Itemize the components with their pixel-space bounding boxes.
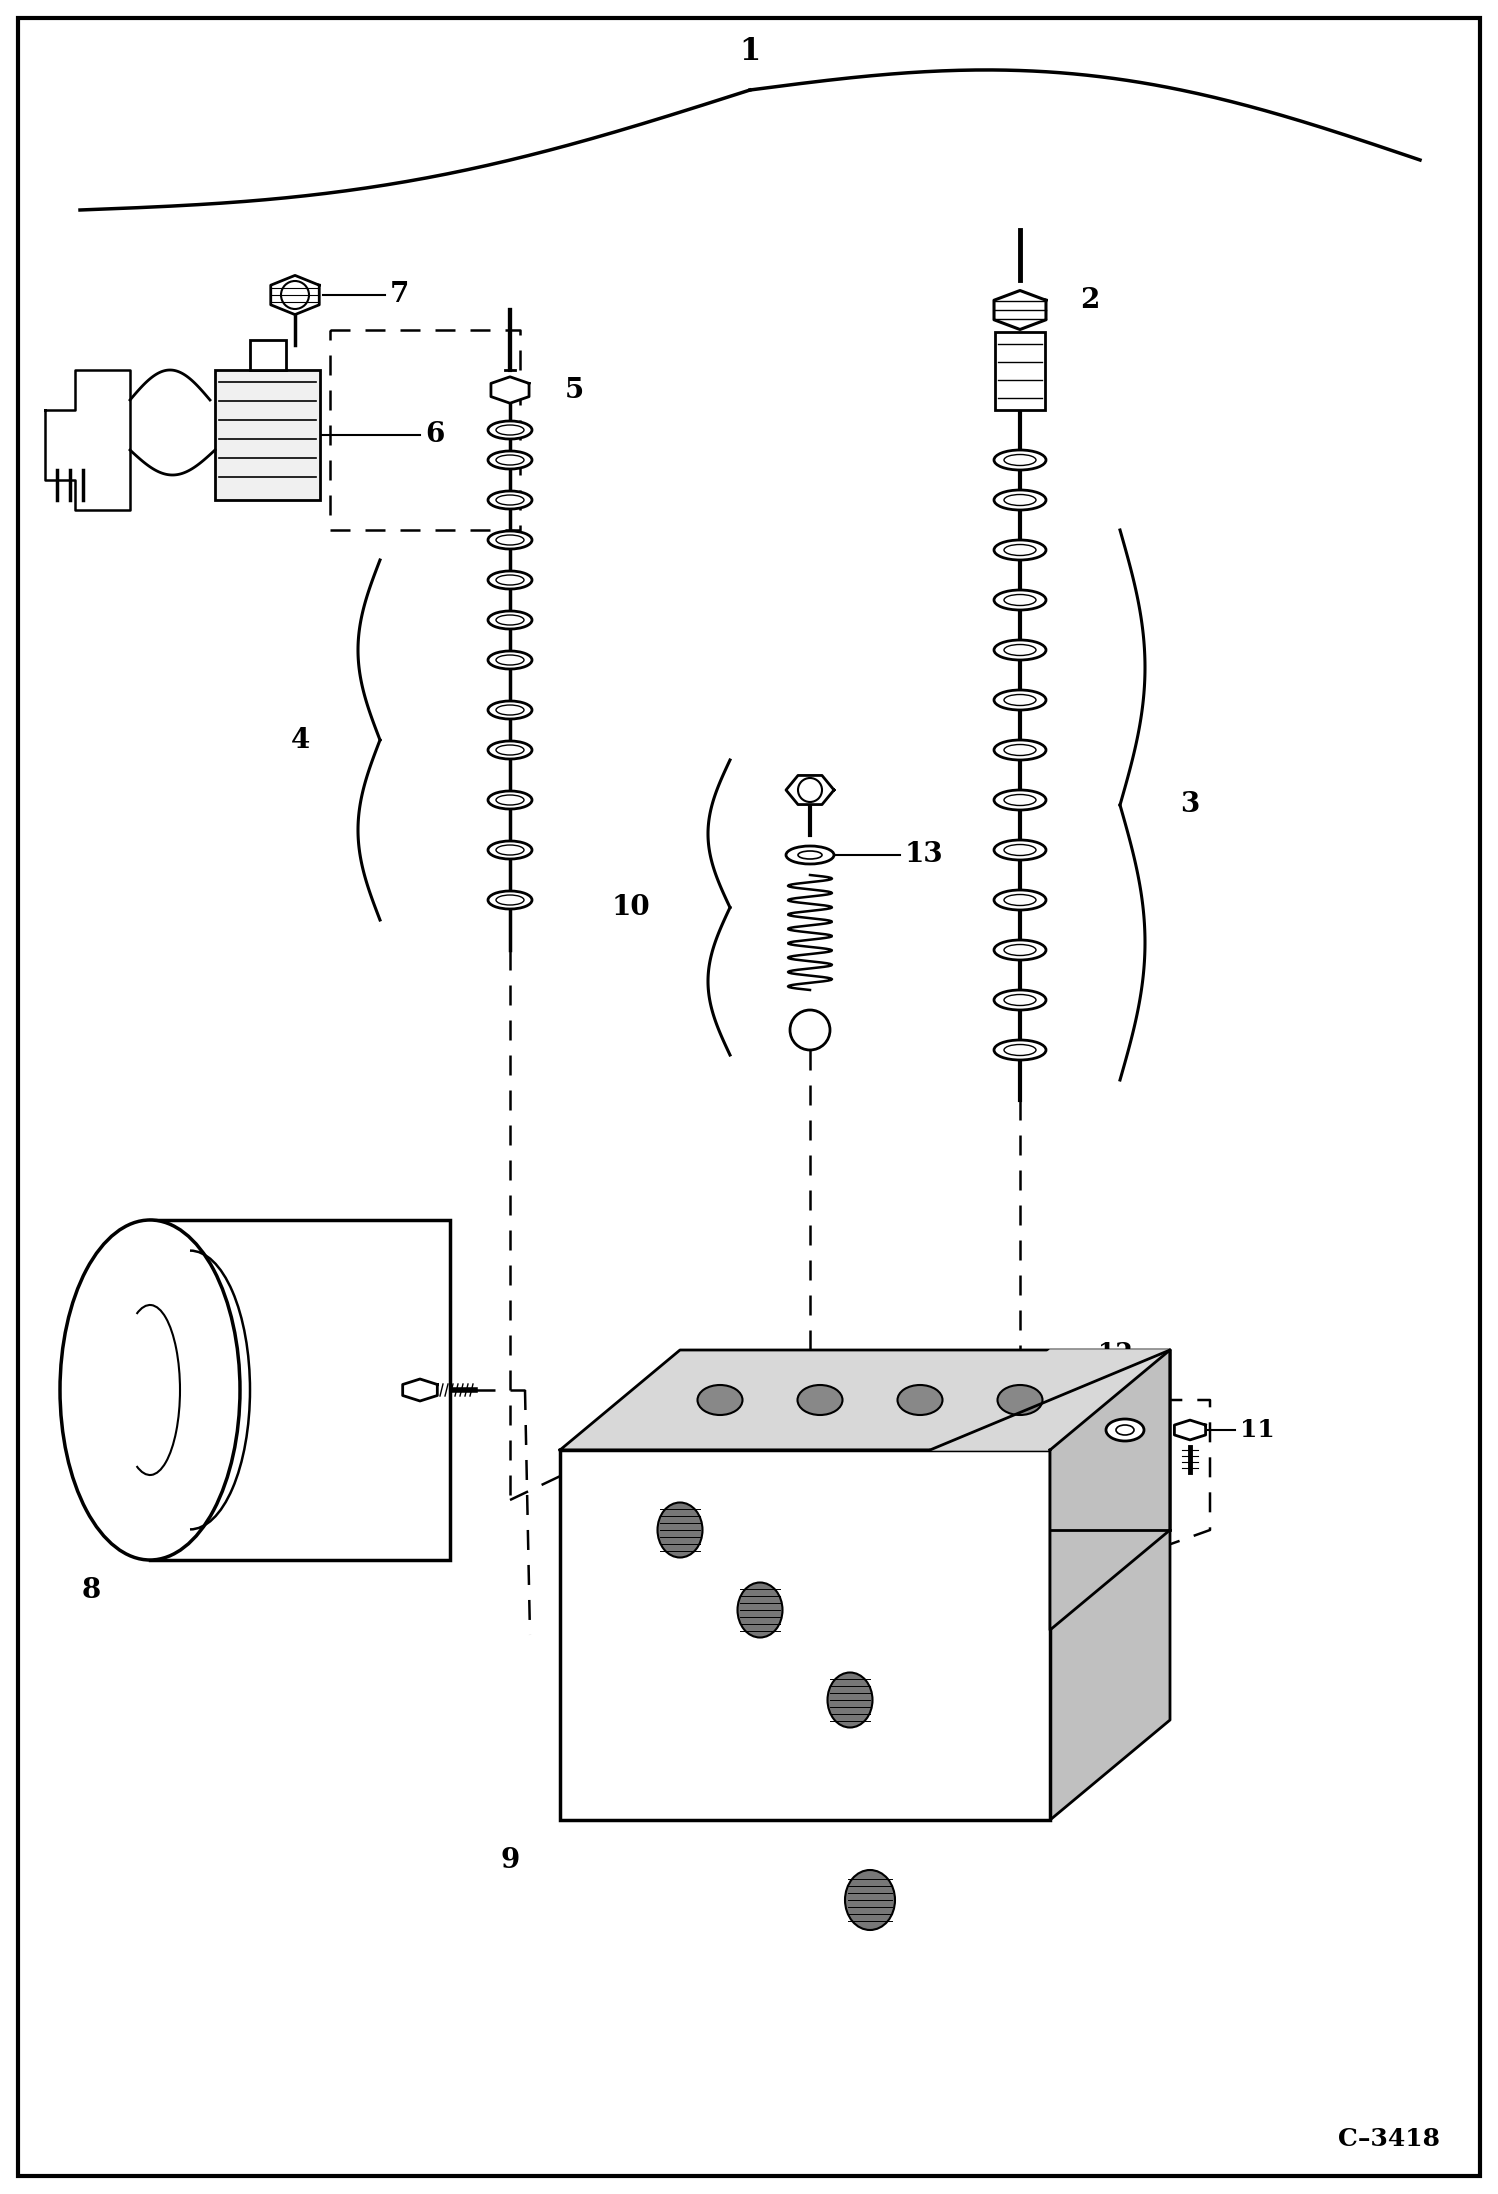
Text: 6: 6: [425, 421, 445, 448]
Ellipse shape: [995, 689, 1046, 711]
Ellipse shape: [488, 702, 532, 720]
Ellipse shape: [1106, 1420, 1144, 1441]
Ellipse shape: [488, 792, 532, 810]
Ellipse shape: [995, 939, 1046, 961]
Ellipse shape: [488, 891, 532, 908]
Bar: [560, 1450, 1050, 1821]
Ellipse shape: [488, 610, 532, 630]
Text: 8: 8: [82, 1577, 102, 1604]
Ellipse shape: [488, 652, 532, 669]
Text: 12: 12: [1098, 1341, 1132, 1365]
Circle shape: [789, 1009, 830, 1051]
Ellipse shape: [786, 847, 834, 864]
Text: 13: 13: [905, 842, 944, 869]
Text: C–3418: C–3418: [1338, 2126, 1440, 2150]
Bar: [995, 331, 1046, 410]
Ellipse shape: [995, 989, 1046, 1009]
Bar: [150, 1220, 449, 1560]
Ellipse shape: [995, 641, 1046, 660]
Text: 7: 7: [389, 281, 409, 309]
Text: 5: 5: [565, 377, 584, 404]
Ellipse shape: [698, 1384, 743, 1415]
Ellipse shape: [488, 531, 532, 548]
Ellipse shape: [995, 840, 1046, 860]
Ellipse shape: [995, 790, 1046, 810]
Ellipse shape: [488, 491, 532, 509]
Ellipse shape: [488, 452, 532, 470]
Ellipse shape: [488, 742, 532, 759]
Polygon shape: [491, 377, 529, 404]
Text: 9: 9: [500, 1847, 520, 1874]
Ellipse shape: [995, 590, 1046, 610]
Ellipse shape: [995, 489, 1046, 509]
Ellipse shape: [827, 1672, 872, 1727]
Text: 10: 10: [611, 893, 650, 921]
Ellipse shape: [60, 1220, 240, 1560]
Polygon shape: [403, 1380, 437, 1402]
Text: 4: 4: [291, 726, 310, 753]
Ellipse shape: [897, 1384, 942, 1415]
Ellipse shape: [845, 1869, 894, 1931]
Bar: [216, 371, 321, 500]
Ellipse shape: [488, 421, 532, 439]
Polygon shape: [271, 276, 319, 314]
Polygon shape: [1050, 1349, 1170, 1630]
Polygon shape: [786, 774, 834, 805]
Ellipse shape: [658, 1503, 703, 1558]
Ellipse shape: [995, 540, 1046, 559]
Polygon shape: [560, 1349, 1170, 1450]
Polygon shape: [930, 1349, 1170, 1450]
Text: 3: 3: [1180, 792, 1200, 818]
Polygon shape: [1050, 1349, 1170, 1821]
Ellipse shape: [488, 570, 532, 588]
Ellipse shape: [995, 739, 1046, 759]
Ellipse shape: [995, 450, 1046, 470]
Polygon shape: [1174, 1420, 1206, 1439]
Ellipse shape: [995, 891, 1046, 911]
Ellipse shape: [737, 1582, 782, 1637]
Ellipse shape: [998, 1384, 1043, 1415]
Text: 11: 11: [1240, 1417, 1275, 1441]
Text: 2: 2: [1080, 287, 1100, 314]
Ellipse shape: [995, 1040, 1046, 1060]
Bar: [250, 340, 286, 371]
Text: 1: 1: [740, 37, 761, 68]
Ellipse shape: [797, 1384, 842, 1415]
Polygon shape: [995, 290, 1046, 329]
Polygon shape: [45, 371, 130, 509]
Ellipse shape: [488, 840, 532, 860]
